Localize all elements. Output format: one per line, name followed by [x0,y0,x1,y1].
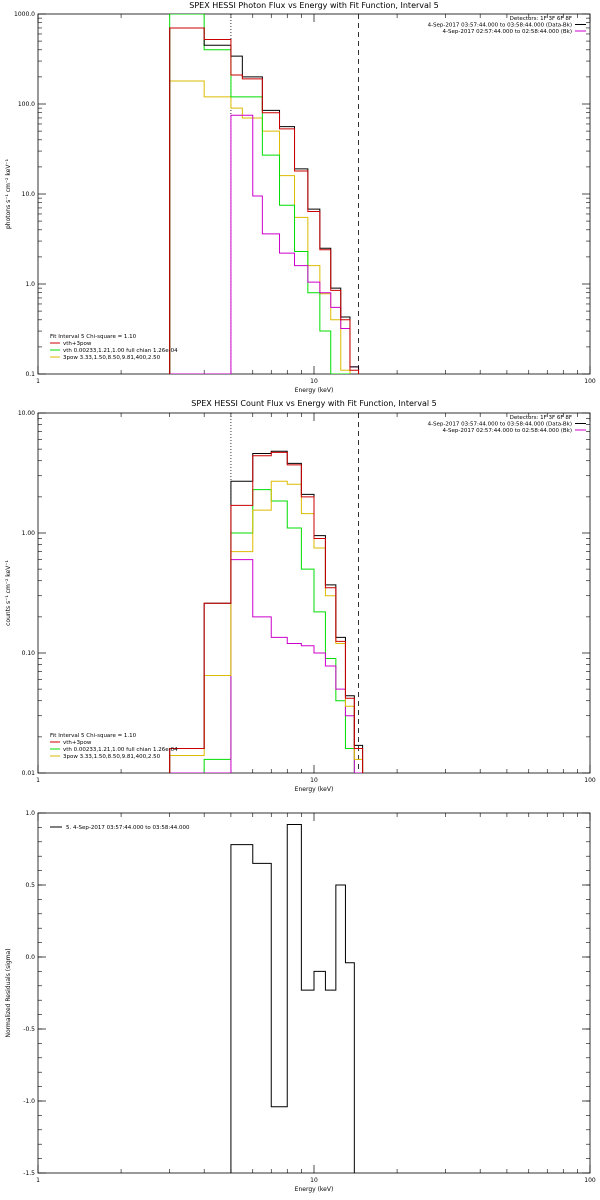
chart-panel-2: SPEX HESSI Count Flux vs Energy with Fit… [5,399,596,793]
x-axis-label: Energy (keV) [295,387,334,394]
x-axis-label: Energy (keV) [295,786,334,793]
info-line-2: 4-Sep-2017 02:57:44.000 to 02:58:44.000 … [443,29,573,35]
y-tick-label: -0.5 [23,1026,35,1033]
x-tick-label: 100 [584,777,596,784]
series-vth [169,14,351,374]
y-tick-label: -1.5 [23,1170,35,1177]
fit-interval-label: Fit Interval 5 Chi-square = 1.10 [50,733,137,739]
y-tick-label: 10.00 [18,410,35,417]
series-bk [169,114,360,374]
y-tick-label: 1.0 [25,810,35,817]
series-group [169,450,364,773]
legend-entry: vth+3pow [63,341,92,347]
y-axis-label: counts s⁻¹ cm⁻² keV⁻¹ [5,560,12,626]
y-tick-label: 0.1 [25,371,35,378]
fit-interval-label: Fit Interval 5 Chi-square = 1.10 [50,334,137,340]
y-tick-label: 1000.0 [14,11,35,18]
y-tick-label: 0.5 [25,882,35,889]
chart-title: SPEX HESSI Photon Flux vs Energy with Fi… [189,1,439,10]
x-tick-label: 100 [584,1177,596,1184]
series-resid [230,824,355,1173]
series-group [230,824,355,1173]
series-bk [169,559,364,773]
y-axis-label: Normalized Residuals (sigma) [5,948,12,1037]
series-total [169,27,360,374]
info-line-1: 4-Sep-2017 03:57:44.000 to 03:58:44.000 … [428,422,572,428]
x-axis-label: Energy (keV) [295,1186,334,1193]
y-tick-label: 100.0 [18,101,35,108]
chart-panel-1: SPEX HESSI Photon Flux vs Energy with Fi… [5,1,596,394]
x-tick-label: 10 [310,1177,318,1184]
legend-entry: vth 0.00233,1.21,1.00 full chian 1.26e-0… [63,747,178,753]
series-vth [169,489,360,773]
series-data [169,27,360,374]
legend-entry: vth+3pow [63,740,92,746]
y-axis-label: photons s⁻¹ cm⁻² keV⁻¹ [5,158,12,229]
info-line-2: 4-Sep-2017 02:57:44.000 to 02:58:44.000 … [443,428,573,434]
series-bpow [169,80,351,374]
chart-title: SPEX HESSI Count Flux vs Energy with Fit… [191,399,436,408]
x-tick-label: 10 [310,378,318,385]
x-tick-label: 100 [584,378,596,385]
y-tick-label: 10.0 [22,191,36,198]
series-bpow [169,480,364,773]
series-data [169,450,364,773]
series-group [169,14,360,374]
y-tick-label: 1.0 [25,281,35,288]
legend-entry: 3pow 3.33,1.50,8.50,9.81,400,2.50 [63,754,161,760]
x-tick-label: 1 [36,1177,40,1184]
y-tick-label: -1.0 [23,1098,35,1105]
info-line-0: Detectors: 1F 3F 6F 8F [510,415,572,421]
info-line-1: 4-Sep-2017 03:57:44.000 to 03:58:44.000 … [428,23,572,29]
x-tick-label: 1 [36,777,40,784]
legend-entry: 3pow 3.33,1.50,8.50,9.81,400,2.50 [63,355,161,361]
y-tick-label: 1.00 [22,530,36,537]
legend-entry: 5. 4-Sep-2017 03:57:44.000 to 03:58:44.0… [66,825,190,831]
y-tick-label: 0.0 [25,954,35,961]
info-line-0: Detectors: 1F 3F 6F 8F [510,16,572,22]
x-tick-label: 1 [36,378,40,385]
x-tick-label: 10 [310,777,318,784]
plot-frame [37,812,591,1174]
series-total [169,451,364,773]
y-tick-label: 0.10 [22,650,36,657]
legend-entry: vth 0.00233,1.21,1.00 full chian 1.26e-0… [63,348,178,354]
y-tick-label: 0.01 [22,770,36,777]
plot-frame [37,13,591,375]
chart-panel-3: 1 10 100 Energy (keV) -1.5 -1.0 -0.5 0.0 0.5 1.0 N… [5,810,596,1193]
